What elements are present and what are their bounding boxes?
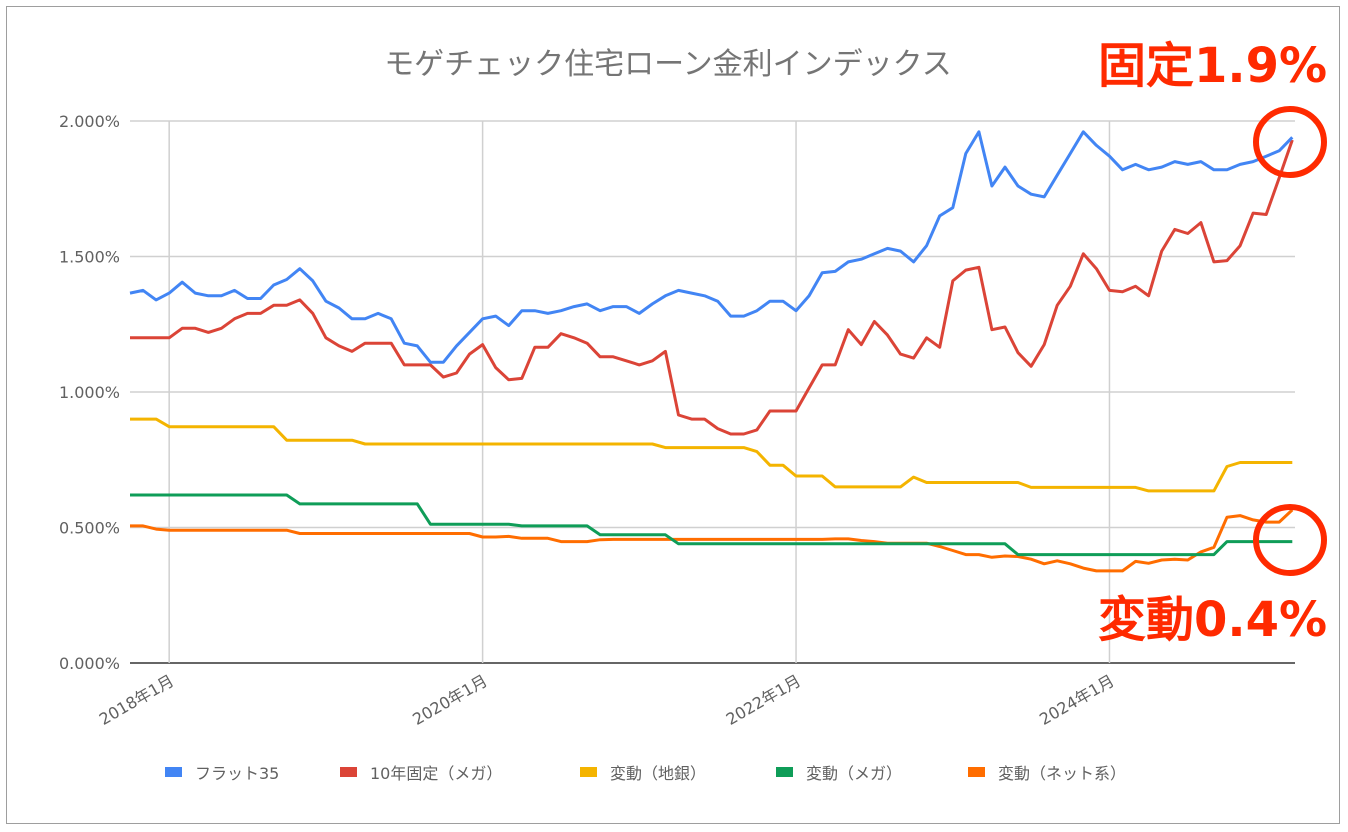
image-border	[6, 6, 1340, 824]
annotation-fixed-rate: 固定1.9%	[1098, 38, 1327, 94]
y-tick-label: 2.000%	[59, 112, 120, 131]
gridlines	[130, 120, 1295, 664]
x-tick-label: 2022年1月	[723, 671, 804, 729]
x-tick-label: 2020年1月	[409, 671, 490, 729]
x-tick-label: 2018年1月	[96, 671, 177, 729]
legend-swatch	[165, 767, 182, 777]
legend-label: 変動（ネット系）	[998, 764, 1126, 783]
legend-label: 変動（地銀）	[610, 764, 706, 783]
legend-swatch	[580, 767, 597, 777]
legend-label: 10年固定（メガ）	[370, 764, 502, 783]
legend-swatch	[968, 767, 985, 777]
series-line-3	[130, 493, 1293, 557]
legend-label: フラット35	[195, 764, 279, 783]
legend-swatch	[340, 767, 357, 777]
legend: フラット35 10年固定（メガ） 変動（地銀） 変動（メガ） 変動（ネット系）	[165, 764, 1126, 783]
series-line-0	[129, 130, 1294, 364]
series-line-4	[130, 508, 1294, 573]
series-line-1	[130, 139, 1294, 436]
y-tick-label: 0.500%	[59, 519, 120, 538]
legend-swatch	[776, 767, 793, 777]
series-lines	[129, 130, 1294, 573]
series-line-2	[130, 417, 1293, 493]
annotations: 固定1.9% 変動0.4%	[1098, 38, 1327, 648]
chart-title: モゲチェック住宅ローン金利インデックス	[384, 47, 952, 82]
y-tick-label: 1.500%	[59, 248, 120, 267]
x-axis-ticks: 2018年1月 2020年1月 2022年1月 2024年1月	[96, 671, 1118, 729]
highlight-circle-variable	[1253, 504, 1327, 576]
legend-label: 変動（メガ）	[806, 764, 902, 783]
highlight-circle-fixed	[1253, 106, 1327, 178]
y-axis-ticks: 0.000% 0.500% 1.000% 1.500% 2.000%	[59, 112, 120, 673]
x-tick-label: 2024年1月	[1036, 671, 1117, 729]
y-tick-label: 1.000%	[59, 383, 120, 402]
annotation-variable-rate: 変動0.4%	[1098, 592, 1327, 648]
y-tick-label: 0.000%	[59, 654, 120, 673]
